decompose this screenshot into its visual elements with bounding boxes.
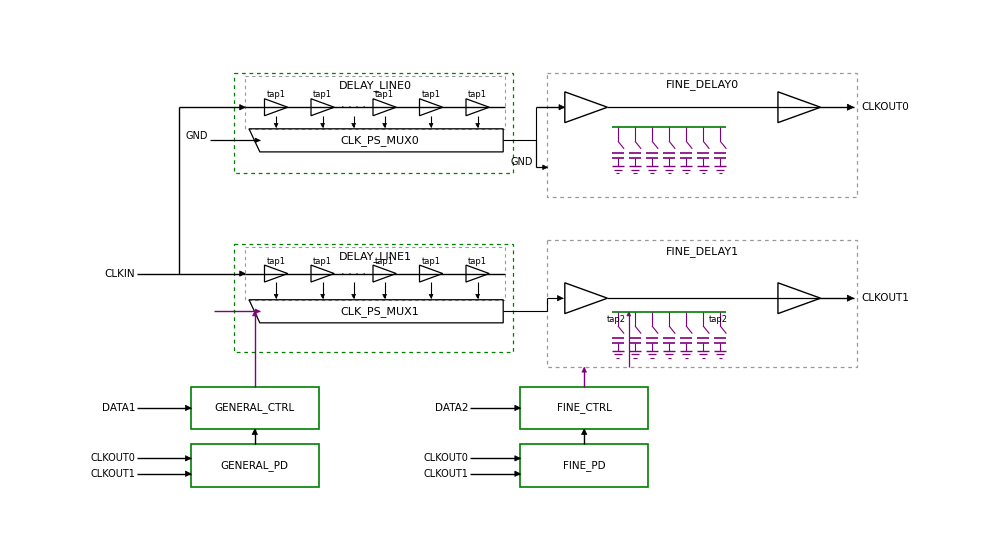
Polygon shape	[476, 123, 480, 127]
Text: GND: GND	[511, 157, 533, 167]
Text: FINE_DELAY0: FINE_DELAY0	[666, 79, 739, 90]
Text: CLKOUT1: CLKOUT1	[861, 293, 909, 303]
Polygon shape	[352, 123, 356, 127]
Polygon shape	[383, 295, 387, 298]
Text: tap1: tap1	[313, 90, 332, 100]
Text: FINE_PD: FINE_PD	[563, 460, 606, 471]
Polygon shape	[352, 295, 356, 298]
Bar	[245, 248, 505, 300]
Polygon shape	[274, 123, 278, 127]
Polygon shape	[240, 271, 245, 276]
Text: tap2: tap2	[607, 315, 626, 324]
Polygon shape	[515, 456, 520, 461]
Text: tap1: tap1	[468, 90, 487, 100]
Polygon shape	[515, 405, 520, 410]
Polygon shape	[582, 367, 587, 372]
Bar	[191, 387, 319, 429]
Text: CLKOUT0: CLKOUT0	[423, 454, 468, 463]
Text: CLKIN: CLKIN	[104, 269, 135, 278]
Polygon shape	[847, 104, 854, 110]
Polygon shape	[383, 123, 387, 127]
Polygon shape	[255, 309, 260, 314]
Text: · · · ·: · · · ·	[341, 102, 366, 112]
Polygon shape	[321, 295, 325, 298]
Polygon shape	[252, 311, 257, 316]
Polygon shape	[185, 471, 191, 477]
Polygon shape	[185, 456, 191, 461]
Bar	[547, 240, 857, 367]
Text: DATA1: DATA1	[102, 403, 135, 413]
Polygon shape	[429, 295, 433, 298]
Bar	[234, 244, 512, 352]
Text: CLKOUT0: CLKOUT0	[861, 102, 909, 112]
Text: CLKOUT1: CLKOUT1	[90, 469, 135, 479]
Text: CLKOUT1: CLKOUT1	[423, 469, 468, 479]
Text: tap1: tap1	[422, 256, 441, 266]
Polygon shape	[429, 123, 433, 127]
Polygon shape	[627, 312, 631, 316]
Polygon shape	[185, 405, 191, 410]
Text: tap1: tap1	[468, 256, 487, 266]
Polygon shape	[581, 429, 587, 435]
Text: CLK_PS_MUX0: CLK_PS_MUX0	[341, 135, 419, 146]
Text: tap1: tap1	[422, 90, 441, 100]
Text: DELAY_LINE1: DELAY_LINE1	[338, 251, 411, 262]
Polygon shape	[543, 165, 547, 170]
Text: GENERAL_CTRL: GENERAL_CTRL	[215, 403, 295, 413]
Polygon shape	[847, 295, 854, 301]
Text: FINE_CTRL: FINE_CTRL	[557, 403, 612, 413]
Text: tap1: tap1	[313, 256, 332, 266]
Bar	[245, 76, 505, 129]
Text: tap1: tap1	[267, 90, 286, 100]
Text: CLKOUT0: CLKOUT0	[90, 454, 135, 463]
Text: CLK_PS_MUX1: CLK_PS_MUX1	[341, 306, 419, 317]
Polygon shape	[240, 105, 245, 110]
Polygon shape	[255, 138, 260, 143]
Polygon shape	[559, 105, 564, 110]
Bar	[234, 73, 512, 174]
Polygon shape	[557, 296, 563, 301]
Text: DELAY_LINE0: DELAY_LINE0	[338, 80, 411, 91]
Polygon shape	[515, 471, 520, 477]
Text: tap1: tap1	[375, 90, 394, 100]
Text: GENERAL_PD: GENERAL_PD	[221, 460, 289, 471]
Text: tap1: tap1	[267, 256, 286, 266]
Text: tap1: tap1	[375, 256, 394, 266]
Polygon shape	[274, 295, 278, 298]
Bar	[520, 387, 648, 429]
Text: DATA2: DATA2	[435, 403, 468, 413]
Polygon shape	[476, 295, 480, 298]
Text: GND: GND	[185, 130, 208, 141]
Text: · · · ·: · · · ·	[341, 269, 366, 278]
Text: tap2: tap2	[709, 315, 728, 324]
Bar	[547, 73, 857, 197]
Text: FINE_DELAY1: FINE_DELAY1	[666, 246, 739, 256]
Bar	[191, 445, 319, 487]
Bar	[520, 445, 648, 487]
Polygon shape	[321, 123, 325, 127]
Polygon shape	[252, 429, 258, 435]
